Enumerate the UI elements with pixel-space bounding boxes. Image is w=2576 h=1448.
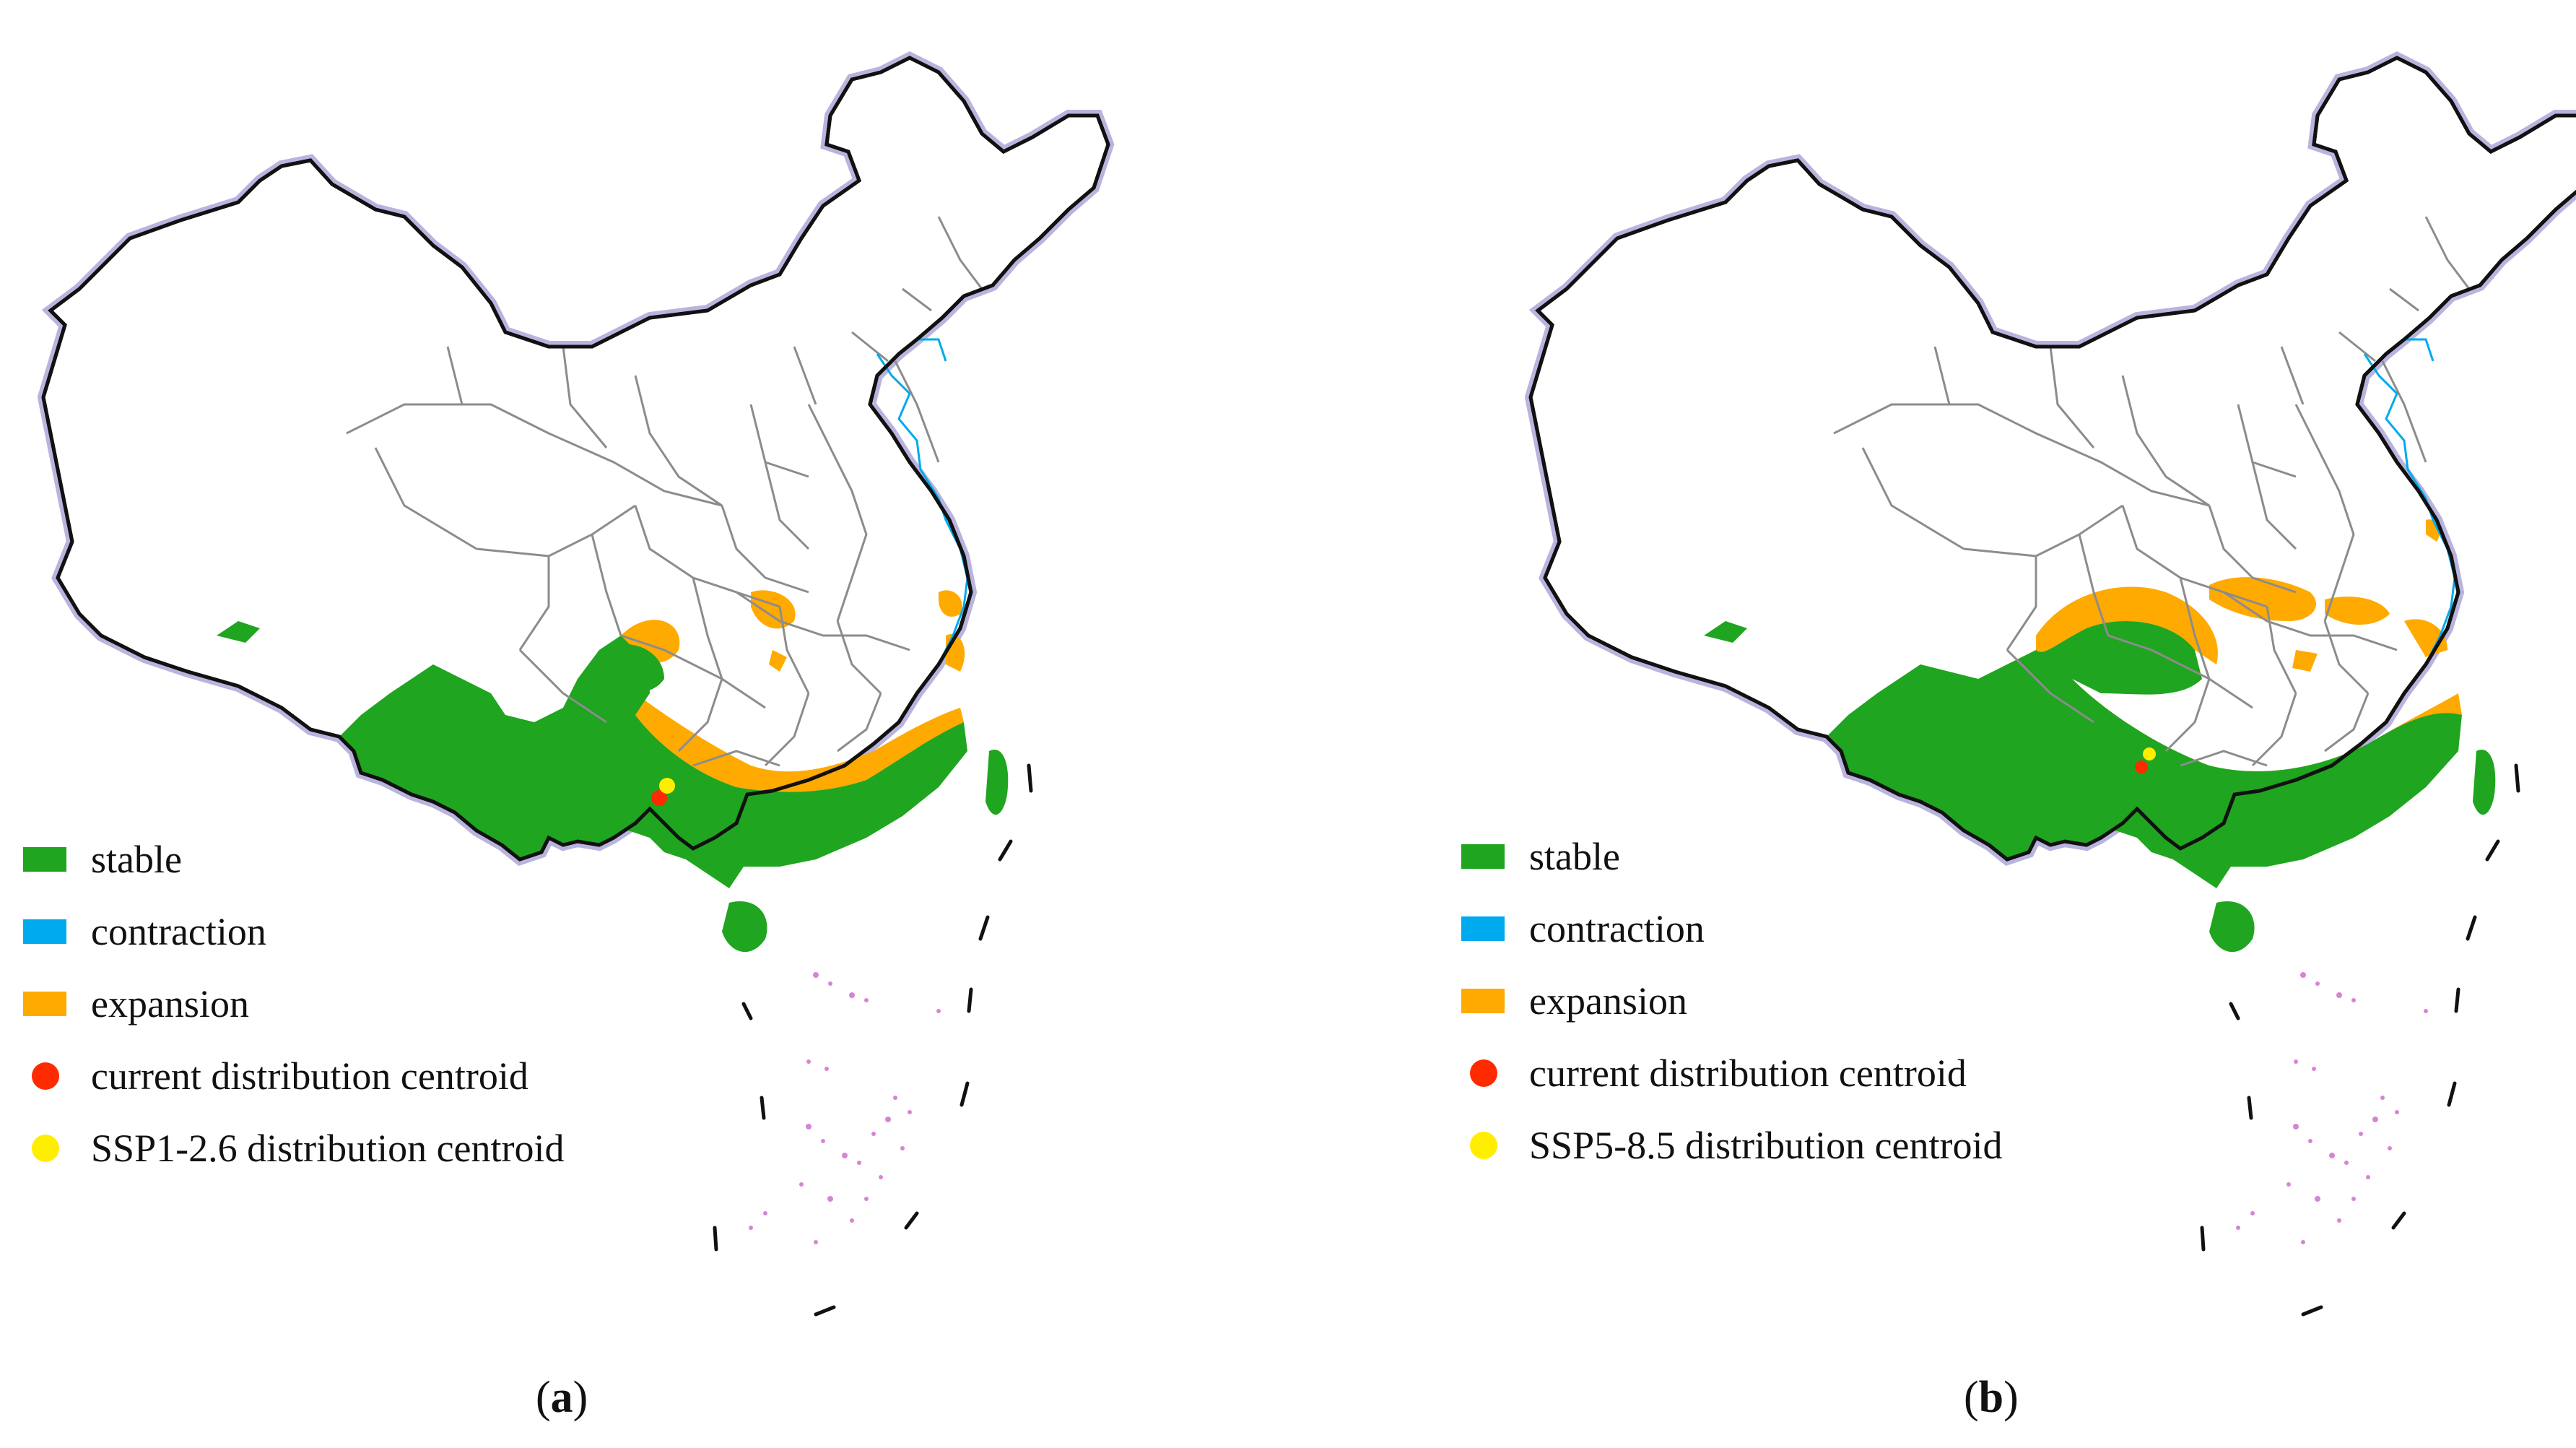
legend-label-stable: stable (91, 838, 182, 881)
future-centroid-marker (659, 778, 675, 794)
panel-caption-b: (b) (1964, 1372, 2019, 1423)
current-centroid-marker (2135, 760, 2148, 773)
legend-item-future-centroid: SSP5-8.5 distribution centroid (1461, 1109, 2003, 1182)
legend-b: stable contraction expansion current dis… (1461, 820, 2003, 1182)
panel-a: stable contraction expansion current dis… (0, 0, 1288, 1448)
legend-item-current-centroid: current distribution centroid (23, 1040, 565, 1112)
caption-letter: b (1978, 1373, 2004, 1422)
legend-item-stable: stable (1461, 820, 2003, 893)
legend-label-expansion: expansion (1529, 979, 1687, 1023)
legend-a: stable contraction expansion current dis… (23, 823, 565, 1184)
legend-label-contraction: contraction (1529, 907, 1705, 950)
stable-swatch-icon (1461, 844, 1505, 869)
china-map-b (1288, 0, 2576, 1448)
contraction-swatch-icon (1461, 916, 1505, 941)
legend-label-current-centroid: current distribution centroid (91, 1054, 528, 1098)
legend-item-expansion: expansion (1461, 965, 2003, 1037)
legend-label-stable: stable (1529, 835, 1620, 878)
legend-label-future-centroid: SSP5-8.5 distribution centroid (1529, 1124, 2003, 1167)
legend-item-contraction: contraction (23, 896, 565, 968)
panel-caption-a: (a) (536, 1372, 588, 1423)
china-map-a (0, 0, 1288, 1448)
expansion-swatch-icon (1461, 989, 1505, 1013)
panel-b: stable contraction expansion current dis… (1288, 0, 2576, 1448)
caption-open: ( (536, 1373, 551, 1422)
contraction-swatch-icon (23, 919, 66, 944)
stable-area (217, 621, 1009, 953)
caption-close: ) (2003, 1373, 2019, 1422)
current-centroid-marker (651, 790, 667, 806)
current-centroid-dot-icon (1470, 1059, 1497, 1087)
legend-item-future-centroid: SSP1-2.6 distribution centroid (23, 1112, 565, 1184)
legend-item-current-centroid: current distribution centroid (1461, 1037, 2003, 1109)
future-centroid-marker (2143, 747, 2156, 760)
caption-open: ( (1964, 1373, 1979, 1422)
caption-letter: a (550, 1373, 573, 1422)
future-centroid-dot-icon (32, 1135, 59, 1162)
stable-swatch-icon (23, 847, 66, 872)
expansion-swatch-icon (23, 992, 66, 1016)
legend-label-contraction: contraction (91, 910, 266, 953)
legend-item-stable: stable (23, 823, 565, 896)
legend-label-expansion: expansion (91, 982, 249, 1026)
caption-close: ) (573, 1373, 588, 1422)
legend-label-current-centroid: current distribution centroid (1529, 1052, 1967, 1095)
legend-item-contraction: contraction (1461, 893, 2003, 965)
legend-item-expansion: expansion (23, 968, 565, 1040)
future-centroid-dot-icon (1470, 1132, 1497, 1159)
current-centroid-dot-icon (32, 1062, 59, 1090)
legend-label-future-centroid: SSP1-2.6 distribution centroid (91, 1127, 565, 1170)
